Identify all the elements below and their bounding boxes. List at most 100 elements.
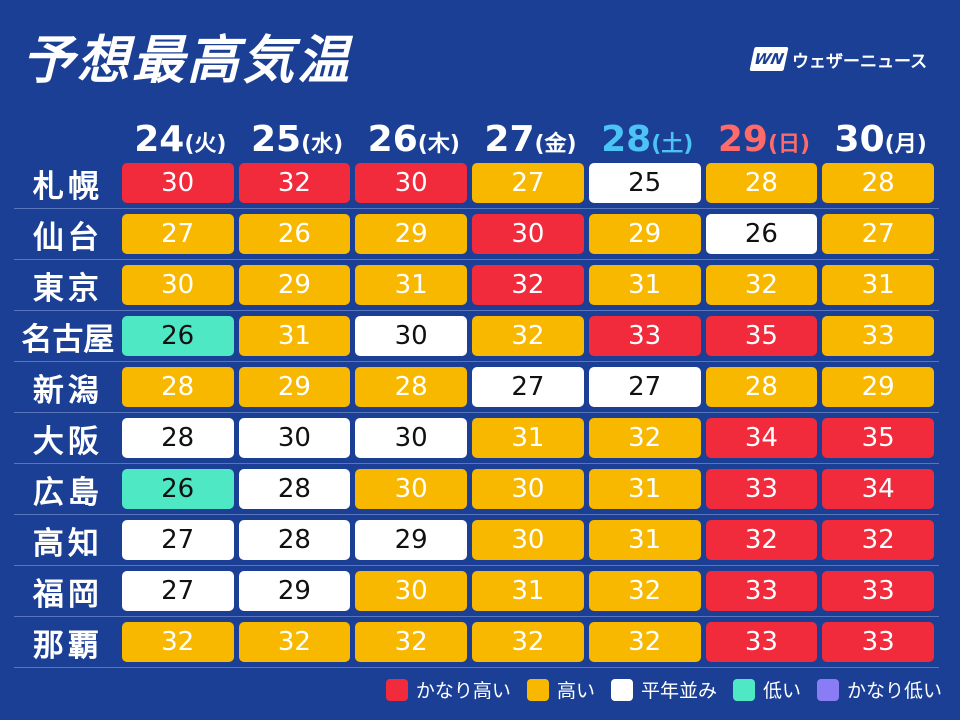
temperature-cell: 31 [472, 571, 584, 611]
temperature-cell: 31 [472, 418, 584, 458]
temperature-cell: 30 [472, 214, 584, 254]
temperature-cell: 26 [705, 214, 818, 254]
legend-item: 平年並み [610, 676, 717, 703]
table-row: 広島 26 28 30 30 31 33 34 [14, 464, 939, 515]
temperature-cell: 29 [238, 367, 351, 407]
temperature-cell: 33 [705, 622, 818, 662]
temperature-cell: 28 [822, 163, 935, 203]
forecast-table: 24(火) 25(水) 26(木) 27(金) 28(土) 29(日) 30(月) 札幌 30… [14, 108, 939, 668]
date-header-30: 30(月) [822, 122, 939, 158]
temperature-cell: 29 [588, 214, 701, 254]
weekday-label: (金) [534, 132, 577, 157]
temperature-cell: 33 [705, 571, 818, 611]
city-name: 札幌 [32, 168, 103, 205]
date-header-27: 27(金) [472, 122, 589, 158]
table-row: 東京 30 29 31 32 31 32 31 [14, 260, 939, 311]
temperature-cell: 30 [121, 163, 234, 203]
temperature-cell: 28 [121, 418, 234, 458]
temperature-cell: 30 [472, 520, 584, 560]
city-rows: 札幌 30 32 30 27 25 28 28 仙台 27 26 29 30 29 26 27 東京 30 29 31… [14, 158, 939, 668]
temperature-cell: 28 [355, 367, 468, 407]
temperature-cell: 31 [588, 265, 701, 305]
table-row: 新潟 28 29 28 27 27 28 29 [14, 362, 939, 413]
temperature-cell: 28 [705, 163, 818, 203]
legend-label: 低い [762, 680, 801, 702]
weekday-label: (日) [767, 132, 811, 157]
legend-label: かなり高い [415, 680, 511, 702]
weathernews-logo-icon: WN [749, 47, 789, 71]
date-number: 25 [250, 119, 302, 160]
temperature-cell: 27 [822, 214, 935, 254]
temperature-cell: 32 [705, 265, 818, 305]
temperature-cell: 32 [705, 520, 818, 560]
temperature-cell: 27 [472, 367, 584, 407]
legend-item: 低い [732, 676, 801, 703]
temperature-cell: 27 [472, 163, 584, 203]
page-title: 予想最高気温 [22, 31, 353, 91]
temperature-cell: 32 [472, 265, 584, 305]
temperature-cell: 29 [238, 265, 351, 305]
date-number: 24 [134, 119, 185, 160]
date-number: 27 [484, 119, 535, 160]
temperature-cell: 29 [238, 571, 351, 611]
table-row: 福岡 27 29 30 31 32 33 33 [14, 566, 939, 617]
legend-label: かなり低い [846, 680, 942, 702]
weekday-label: (月) [884, 132, 927, 157]
table-row: 名古屋 26 31 30 32 33 35 33 [14, 311, 939, 362]
temperature-cell: 30 [355, 418, 468, 458]
temperature-cell: 26 [121, 316, 234, 356]
temperature-cell: 35 [822, 418, 935, 458]
temperature-cell: 27 [121, 520, 234, 560]
temperature-cell: 34 [705, 418, 818, 458]
city-name: 那覇 [32, 627, 103, 664]
date-number: 30 [834, 119, 885, 160]
temperature-cell: 32 [472, 622, 584, 662]
legend-swatch [732, 678, 755, 701]
temperature-cell: 32 [588, 622, 701, 662]
date-header-29: 29(日) [706, 122, 823, 158]
date-header-28: 28(土) [589, 122, 706, 158]
temperature-cell: 28 [238, 469, 351, 509]
temperature-cell: 31 [588, 469, 701, 509]
temperature-cell: 34 [822, 469, 935, 509]
legend-swatch [816, 678, 839, 701]
temperature-cell: 33 [822, 622, 935, 662]
table-row: 仙台 27 26 29 30 29 26 27 [14, 209, 939, 260]
temperature-cell: 25 [588, 163, 701, 203]
temperature-cell: 33 [588, 316, 701, 356]
table-row: 那覇 32 32 32 32 32 33 33 [14, 617, 939, 668]
city-name: 高知 [32, 525, 103, 562]
temperature-cell: 27 [121, 214, 234, 254]
legend-swatch [385, 678, 408, 701]
city-name: 広島 [32, 474, 103, 511]
city-name: 名古屋 [21, 321, 115, 358]
temperature-cell: 30 [238, 418, 351, 458]
city-name: 新潟 [32, 372, 103, 409]
date-header-row: 24(火) 25(水) 26(木) 27(金) 28(土) 29(日) 30(月) [122, 108, 939, 158]
legend: かなり高い 高い 平年並み 低い かなり低い [385, 676, 942, 703]
date-header-25: 25(水) [239, 122, 356, 158]
temperature-cell: 29 [355, 520, 468, 560]
temperature-cell: 32 [588, 571, 701, 611]
temperature-cell: 30 [121, 265, 234, 305]
brand-name: ウェザーニュース [792, 51, 928, 72]
legend-item: 高い [526, 676, 595, 703]
date-number: 29 [717, 119, 768, 160]
legend-label: 平年並み [640, 680, 717, 702]
city-name: 仙台 [32, 219, 103, 256]
temperature-cell: 31 [355, 265, 468, 305]
weekday-label: (土) [651, 132, 694, 157]
temperature-cell: 26 [121, 469, 234, 509]
table-row: 大阪 28 30 30 31 32 34 35 [14, 413, 939, 464]
legend-item: かなり低い [816, 676, 942, 703]
temperature-cell: 35 [705, 316, 818, 356]
date-number: 26 [367, 119, 418, 160]
temperature-cell: 26 [238, 214, 351, 254]
date-header-24: 24(火) [122, 122, 239, 158]
temperature-cell: 30 [355, 571, 468, 611]
temperature-cell: 30 [472, 469, 584, 509]
temperature-cell: 32 [238, 622, 351, 662]
brand: WN ウェザーニュース [749, 44, 928, 74]
temperature-cell: 28 [121, 367, 234, 407]
temperature-cell: 29 [355, 214, 468, 254]
